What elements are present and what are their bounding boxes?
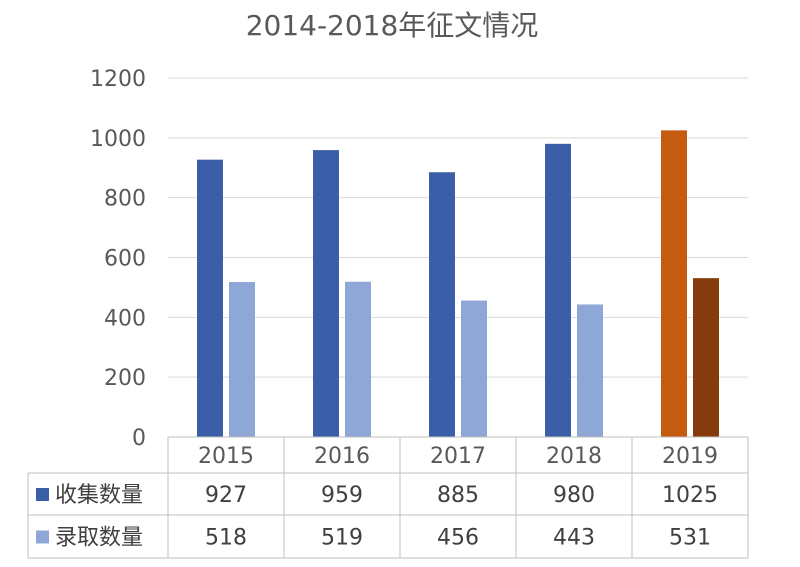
data-label: 443 [553, 526, 595, 551]
legend-label: 录取数量 [55, 526, 143, 551]
bar-accepted-2015 [229, 282, 255, 437]
bar-accepted-2019 [693, 278, 719, 437]
bar-accepted-2018 [577, 304, 603, 437]
y-tick-label: 600 [104, 247, 146, 272]
data-label: 518 [205, 526, 247, 551]
bar-collected-2016 [313, 150, 339, 437]
data-label: 1025 [662, 483, 718, 508]
x-tick-label: 2017 [430, 444, 486, 469]
data-label: 959 [321, 483, 363, 508]
data-label: 456 [437, 526, 479, 551]
y-tick-label: 400 [104, 306, 146, 331]
bar-collected-2017 [429, 172, 455, 438]
legend-key-collected [36, 488, 49, 501]
legend-label: 收集数量 [55, 483, 143, 508]
x-tick-label: 2016 [314, 444, 370, 469]
y-tick-label: 0 [132, 426, 146, 451]
data-table: 2015 2016 2017 2018 2019 收集数量 927 959 885 980 1025… [27, 436, 749, 559]
bars [197, 130, 719, 438]
data-label: 531 [669, 526, 711, 551]
bar-collected-2015 [197, 159, 223, 438]
x-tick-label: 2018 [546, 444, 602, 469]
bar-collected-2018 [545, 143, 571, 438]
y-axis-ticks: 0 200 400 600 800 1000 1200 [90, 67, 146, 451]
data-label: 927 [205, 483, 247, 508]
bar-accepted-2016 [345, 281, 371, 437]
y-tick-label: 800 [104, 187, 146, 212]
y-tick-label: 200 [104, 366, 146, 391]
legend-key-accepted [36, 530, 49, 544]
bar-collected-2019 [661, 130, 687, 437]
x-tick-label: 2019 [662, 444, 718, 469]
bar-accepted-2017 [461, 300, 487, 437]
chart-title: 2014-2018年征文情况 [246, 9, 539, 42]
data-label: 519 [321, 526, 363, 551]
y-tick-label: 1000 [90, 127, 146, 152]
data-label: 980 [553, 483, 595, 508]
y-tick-label: 1200 [90, 67, 146, 92]
x-tick-label: 2015 [198, 444, 254, 469]
gridlines [168, 77, 748, 378]
data-label: 885 [437, 483, 479, 508]
